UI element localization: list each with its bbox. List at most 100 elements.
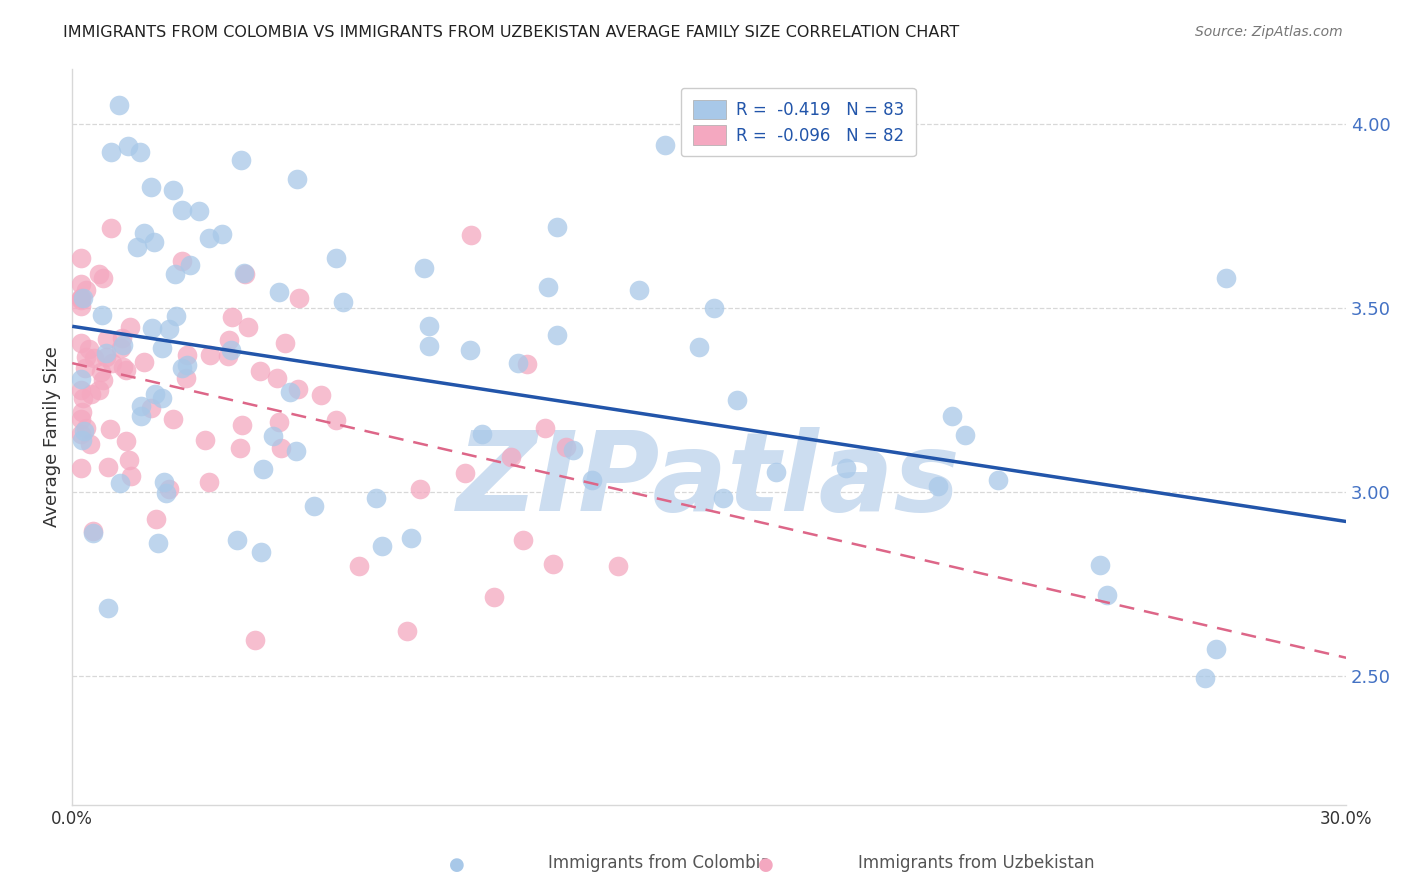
Point <box>458 343 481 358</box>
Point <box>129 145 152 159</box>
Point <box>516 357 538 371</box>
Point <box>332 295 354 310</box>
Point <box>90 308 112 322</box>
Point <box>157 482 180 496</box>
Text: Immigrants from Colombia: Immigrants from Colombia <box>548 855 770 872</box>
Point <box>176 348 198 362</box>
Point <box>118 320 141 334</box>
Point <box>80 386 103 401</box>
Point <box>249 364 271 378</box>
Point <box>218 333 240 347</box>
Point <box>211 227 233 241</box>
Point <box>554 440 576 454</box>
Point <box>1095 588 1118 602</box>
Point <box>100 145 122 159</box>
Point <box>98 422 121 436</box>
Point <box>1205 642 1227 657</box>
Point <box>221 310 243 325</box>
Point <box>69 292 91 306</box>
Text: Source: ZipAtlas.com: Source: ZipAtlas.com <box>1195 25 1343 39</box>
Point <box>155 486 177 500</box>
Point <box>537 280 560 294</box>
Point <box>162 183 184 197</box>
Point <box>129 409 152 423</box>
Y-axis label: Average Family Size: Average Family Size <box>44 346 60 527</box>
Point <box>111 338 134 352</box>
Point <box>117 138 139 153</box>
Point <box>541 557 564 571</box>
Point <box>132 226 155 240</box>
Point <box>274 335 297 350</box>
Point <box>91 373 114 387</box>
Point <box>546 327 568 342</box>
Point <box>96 346 118 360</box>
Point <box>72 433 94 447</box>
Point <box>418 319 440 334</box>
Point <box>987 473 1010 487</box>
Point <box>131 399 153 413</box>
Point <box>198 475 221 490</box>
Point <box>325 413 347 427</box>
Point <box>111 331 134 345</box>
Point <box>454 466 477 480</box>
Point <box>221 343 243 358</box>
Point <box>471 426 494 441</box>
Point <box>198 348 221 362</box>
Point <box>107 98 129 112</box>
Point <box>262 429 284 443</box>
Point <box>69 412 91 426</box>
Point <box>73 424 96 438</box>
Point <box>396 624 419 638</box>
Point <box>546 220 568 235</box>
Point <box>146 536 169 550</box>
Point <box>187 204 209 219</box>
Text: ●: ● <box>758 855 775 873</box>
Point <box>232 266 254 280</box>
Point <box>176 371 198 385</box>
Point <box>97 459 120 474</box>
Point <box>654 137 676 152</box>
Point <box>266 371 288 385</box>
Point <box>145 512 167 526</box>
Point <box>703 301 725 315</box>
Point <box>165 267 187 281</box>
Point <box>229 441 252 455</box>
Point <box>725 392 748 407</box>
Point <box>1088 558 1111 572</box>
Point <box>72 291 94 305</box>
Point <box>302 499 325 513</box>
Point <box>506 356 529 370</box>
Point <box>112 359 135 374</box>
Text: ●: ● <box>449 855 465 873</box>
Point <box>217 349 239 363</box>
Point <box>927 479 949 493</box>
Point <box>325 251 347 265</box>
Point <box>287 383 309 397</box>
Point <box>231 153 253 168</box>
Point <box>482 590 505 604</box>
Point <box>73 360 96 375</box>
Point <box>364 491 387 505</box>
Point <box>110 475 132 490</box>
Point <box>75 420 97 434</box>
Point <box>83 351 105 365</box>
Point <box>941 409 963 423</box>
Point <box>270 441 292 455</box>
Point <box>118 453 141 467</box>
Point <box>197 231 219 245</box>
Point <box>285 444 308 458</box>
Point <box>231 417 253 432</box>
Point <box>115 363 138 377</box>
Point <box>765 465 787 479</box>
Point <box>90 365 112 379</box>
Point <box>150 341 173 355</box>
Point <box>285 171 308 186</box>
Point <box>69 291 91 305</box>
Point <box>75 350 97 364</box>
Point <box>245 632 267 647</box>
Text: ZIPatlas: ZIPatlas <box>457 427 962 534</box>
Text: IMMIGRANTS FROM COLOMBIA VS IMMIGRANTS FROM UZBEKISTAN AVERAGE FAMILY SIZE CORRE: IMMIGRANTS FROM COLOMBIA VS IMMIGRANTS F… <box>63 25 959 40</box>
Point <box>561 442 583 457</box>
Point <box>91 270 114 285</box>
Point <box>1194 671 1216 685</box>
